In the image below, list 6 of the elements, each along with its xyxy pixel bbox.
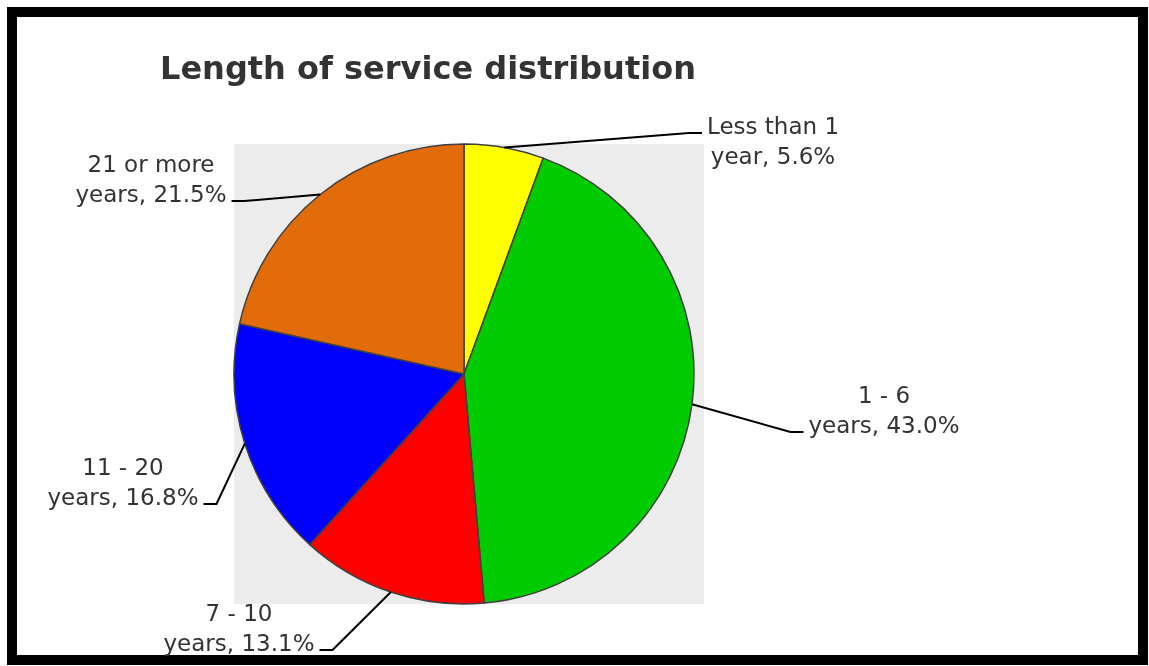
slice-label: 21 or more years, 21.5% bbox=[75, 151, 227, 207]
chart-title: Length of service distribution bbox=[160, 49, 696, 87]
slice-label: 11 - 20 years, 16.8% bbox=[47, 454, 199, 510]
slice-label: 7 - 10 years, 13.1% bbox=[163, 600, 315, 656]
slice-label: Less than 1 year, 5.6% bbox=[706, 113, 840, 169]
slice-label: 1 - 6 years, 43.0% bbox=[808, 382, 960, 438]
